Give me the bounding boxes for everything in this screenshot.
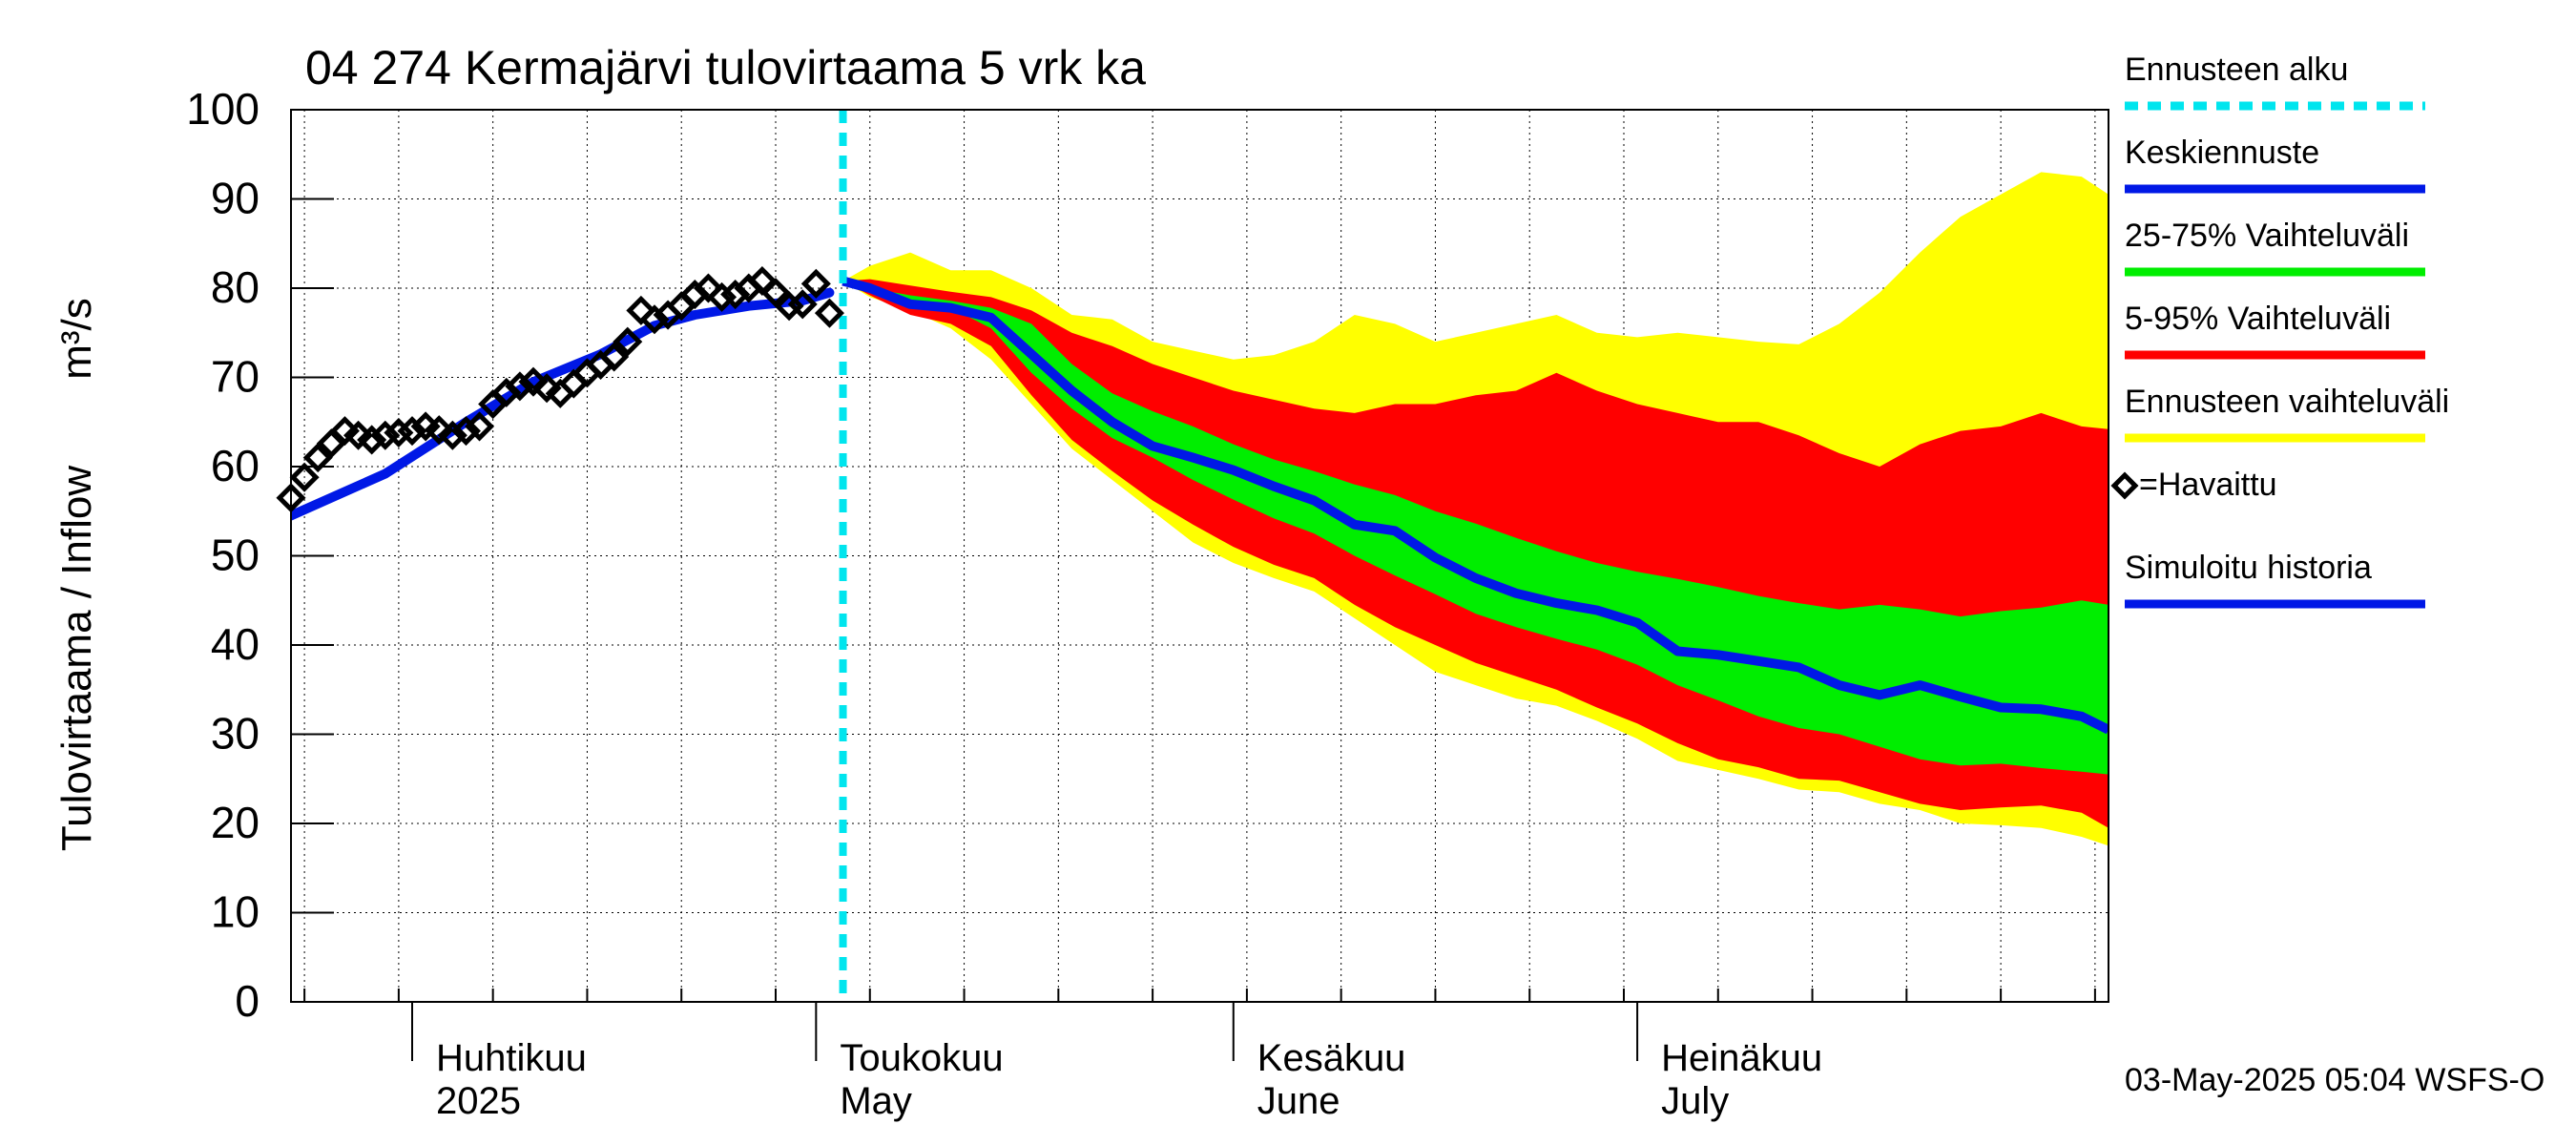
observed-point	[450, 416, 481, 447]
y-tick-label: 50	[211, 531, 260, 580]
observed-point	[437, 420, 467, 450]
band-25-75	[842, 281, 2109, 775]
observed-point	[302, 443, 333, 473]
observed-point	[357, 425, 387, 455]
y-tick-label: 20	[211, 798, 260, 847]
legend-label: 25-75% Vaihteluväli	[2125, 218, 2409, 254]
y-tick-label: 80	[211, 262, 260, 312]
month-label-fi: Toukokuu	[840, 1037, 1003, 1079]
observed-point	[518, 366, 549, 397]
y-axis-label: Tulovirtaama / Inflow	[53, 466, 100, 852]
observed-point	[599, 342, 630, 372]
observed-point	[289, 462, 320, 492]
observed-point	[465, 411, 495, 442]
legend-marker-observed	[2110, 471, 2139, 500]
y-tick-label: 60	[211, 441, 260, 490]
observed-point	[505, 371, 535, 402]
observed-point	[626, 295, 656, 325]
month-label-fi: Kesäkuu	[1257, 1037, 1406, 1079]
y-tick-label: 90	[211, 174, 260, 223]
y-tick-label: 0	[235, 976, 260, 1026]
legend-label: 5-95% Vaihteluväli	[2125, 301, 2391, 337]
legend: Ennusteen alku Keskiennuste 25-75% Vaihtel…	[2110, 52, 2449, 609]
y-axis-unit: m³/s	[53, 298, 100, 380]
observed-point	[639, 304, 670, 335]
observed-point	[787, 289, 818, 320]
observed-point	[800, 268, 831, 299]
month-label-fi: Huhtikuu	[436, 1037, 587, 1079]
series-median-forecast	[841, 276, 2109, 735]
observed-point	[693, 273, 723, 303]
observed-point	[384, 417, 414, 448]
legend-label: Ennusteen vaihteluväli	[2125, 384, 2449, 420]
observed-point	[707, 281, 737, 312]
month-label-en: June	[1257, 1080, 1340, 1122]
observed-point	[613, 326, 643, 357]
observed-markers	[276, 265, 844, 513]
observed-point	[760, 278, 791, 308]
month-label-en: May	[840, 1080, 912, 1122]
month-label-en: 2025	[436, 1080, 521, 1122]
y-tick-label: 10	[211, 887, 260, 937]
forecast-bands	[842, 172, 2109, 846]
y-tick-label: 40	[211, 619, 260, 669]
observed-point	[424, 415, 454, 446]
legend-label: Ennusteen alku	[2125, 52, 2348, 88]
footer-timestamp: 03-May-2025 05:04 WSFS-O	[2125, 1062, 2545, 1098]
month-label-en: July	[1661, 1080, 1729, 1122]
observed-point	[531, 373, 562, 404]
observed-point	[397, 416, 427, 447]
y-tick-label: 30	[211, 709, 260, 759]
observed-point	[774, 291, 804, 322]
observed-point	[814, 298, 844, 328]
chart-title: 04 274 Kermajärvi tulovirtaama 5 vrk ka	[305, 41, 1146, 94]
legend-label: Keskiennuste	[2125, 135, 2319, 171]
legend-label: =Havaittu	[2139, 467, 2277, 503]
legend-label: Simuloitu historia	[2125, 550, 2372, 586]
y-tick-label: 70	[211, 352, 260, 402]
month-label-fi: Heinäkuu	[1661, 1037, 1822, 1079]
observed-point	[370, 420, 401, 450]
y-tick-label: 100	[186, 84, 260, 134]
